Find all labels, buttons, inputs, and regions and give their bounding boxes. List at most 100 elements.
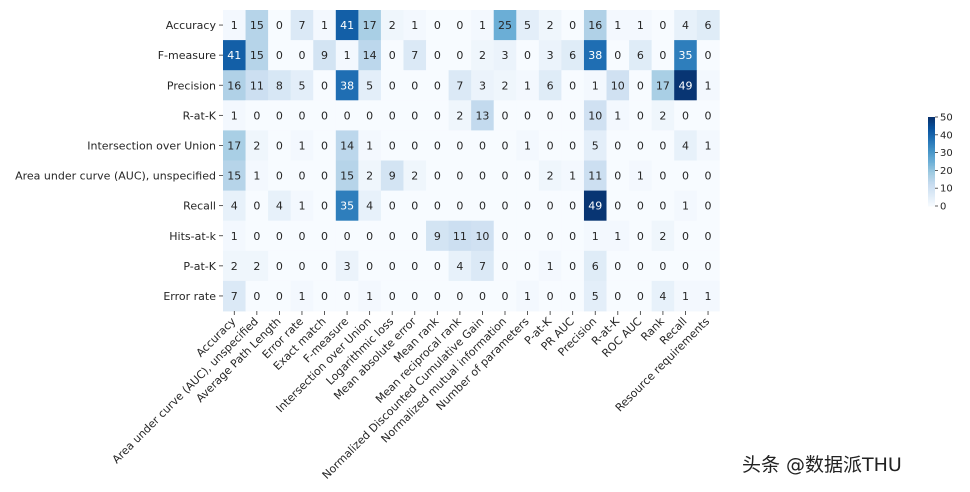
cell-value-label: 6 xyxy=(592,260,599,273)
colorbar-tick-label: 0 xyxy=(940,202,946,213)
cell-value-label: 10 xyxy=(588,109,602,122)
heatmap-cell xyxy=(471,40,495,71)
heatmap-cell xyxy=(268,70,292,101)
row-labels: Accuracy F-measure Precision R-at-K Intersec… xyxy=(15,19,223,303)
row-label: Recall xyxy=(183,200,216,213)
heatmap-cell xyxy=(380,280,404,312)
heatmap-cell xyxy=(538,40,562,71)
cell-value-label: 0 xyxy=(502,170,509,183)
heatmap-cell xyxy=(674,10,698,41)
colorbar-segment xyxy=(928,148,935,151)
colorbar-segment xyxy=(928,137,935,140)
cell-value-label: 15 xyxy=(340,170,354,183)
heatmap-cell xyxy=(561,70,585,101)
heatmap-cell xyxy=(651,70,675,101)
heatmap-cell xyxy=(516,220,540,252)
colorbar-segment xyxy=(928,160,935,162)
heatmap-cell xyxy=(380,130,404,161)
cell-value-label: 0 xyxy=(411,139,418,152)
cell-value-label: 15 xyxy=(227,170,241,183)
heatmap-cell xyxy=(629,10,653,41)
colorbar-tick-label: 10 xyxy=(940,184,953,195)
row-label: Error rate xyxy=(163,290,216,303)
colorbar-segment xyxy=(928,198,935,201)
heatmap-cell xyxy=(696,40,720,71)
row-label: Intersection over Union xyxy=(87,139,216,152)
cell-value-label: 11 xyxy=(453,230,467,243)
cell-value-label: 7 xyxy=(411,49,418,62)
cell-value-label: 0 xyxy=(321,290,328,303)
row-label: P-at-K xyxy=(183,260,216,273)
heatmap-cell xyxy=(538,130,562,161)
heatmap-cell xyxy=(696,220,720,252)
cell-value-label: 2 xyxy=(659,230,666,243)
colorbar-segment xyxy=(928,186,935,189)
cell-value-label: 0 xyxy=(547,230,554,243)
cell-value-label: 0 xyxy=(456,139,463,152)
colorbar-segment xyxy=(928,167,935,170)
heatmap-cell xyxy=(380,250,404,282)
heatmap-cell xyxy=(426,10,449,41)
colorbar-segment xyxy=(928,152,935,155)
cell-value-label: 0 xyxy=(298,230,305,243)
cell-value-label: 0 xyxy=(502,109,509,122)
colorbar-segment xyxy=(928,117,935,119)
cell-value-label: 0 xyxy=(411,79,418,92)
cell-value-label: 0 xyxy=(321,79,328,92)
heatmap-cell xyxy=(358,220,382,252)
cell-value-label: 0 xyxy=(298,260,305,273)
cell-value-label: 1 xyxy=(231,19,238,32)
cell-value-label: 0 xyxy=(389,139,396,152)
cell-value-label: 0 xyxy=(434,139,441,152)
heatmap-cell xyxy=(335,220,359,252)
cell-value-label: 0 xyxy=(411,200,418,213)
heatmap-cell xyxy=(516,280,540,312)
cell-value-label: 0 xyxy=(456,19,463,32)
cell-value-label: 41 xyxy=(340,19,354,32)
cell-value-label: 0 xyxy=(637,290,644,303)
colorbar-segment xyxy=(928,143,935,146)
heatmap-cell xyxy=(516,160,540,191)
heatmap-cell xyxy=(245,250,269,282)
heatmap-cell xyxy=(516,40,540,71)
heatmap-cell xyxy=(380,40,404,71)
cell-value-label: 5 xyxy=(524,19,531,32)
heatmap-cell xyxy=(313,10,337,41)
cell-value-label: 1 xyxy=(637,19,644,32)
colorbar-segment xyxy=(928,170,935,173)
cell-value-label: 0 xyxy=(547,139,554,152)
heatmap-cell xyxy=(335,130,359,161)
heatmap-cell xyxy=(403,250,427,282)
heatmap-cell xyxy=(335,100,359,131)
cell-value-label: 0 xyxy=(502,230,509,243)
heatmap-cell xyxy=(448,250,472,282)
cell-value-label: 0 xyxy=(276,19,283,32)
heatmap-cell xyxy=(606,10,630,41)
heatmap-cell xyxy=(471,190,495,222)
heatmap-cell xyxy=(674,280,698,312)
heatmap-cell xyxy=(313,40,337,71)
heatmap-cell xyxy=(629,40,653,71)
heatmap-cell xyxy=(426,280,449,312)
cell-value-label: 6 xyxy=(569,49,576,62)
heatmap-cell xyxy=(245,40,269,71)
cell-value-label: 0 xyxy=(569,109,576,122)
heatmap-cell xyxy=(674,250,698,282)
heatmap-cell xyxy=(516,100,540,131)
colorbar-segment xyxy=(928,171,935,174)
heatmap-cell xyxy=(268,160,292,191)
heatmap-cell xyxy=(380,100,404,131)
cell-value-label: 0 xyxy=(502,139,509,152)
cell-value-label: 0 xyxy=(321,139,328,152)
colorbar-segment xyxy=(928,149,935,152)
cell-value-label: 1 xyxy=(524,79,531,92)
heatmap-cell xyxy=(426,100,449,131)
cell-value-label: 0 xyxy=(321,230,328,243)
cell-value-label: 7 xyxy=(298,19,305,32)
heatmap-cell xyxy=(538,280,562,312)
cell-value-label: 1 xyxy=(682,290,689,303)
cell-value-label: 0 xyxy=(614,200,621,213)
cell-value-label: 0 xyxy=(614,260,621,273)
colorbar-segment xyxy=(928,162,935,165)
cell-value-label: 1 xyxy=(705,290,712,303)
